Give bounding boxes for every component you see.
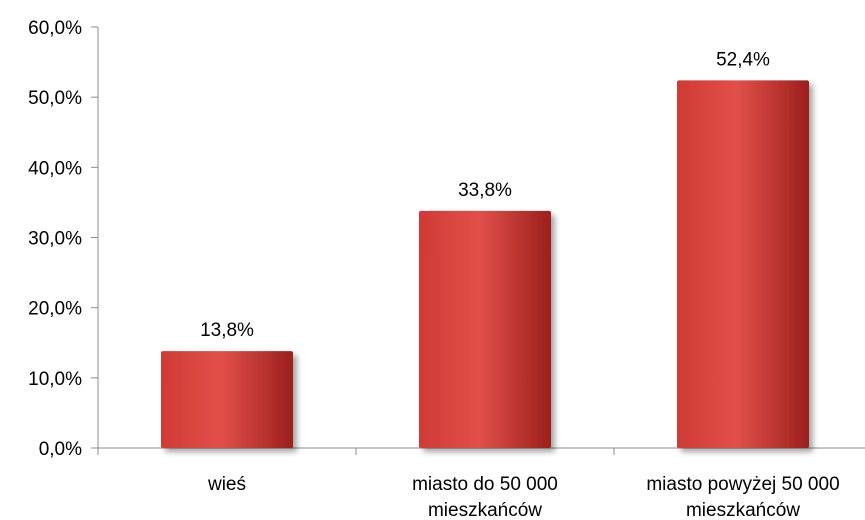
- y-tick-label: 50,0%: [28, 88, 82, 109]
- bar: [419, 210, 551, 448]
- bar: [677, 80, 809, 449]
- data-labels: 13,8% 33,8% 52,4%: [200, 49, 770, 341]
- bar-data-label: 52,4%: [716, 49, 770, 70]
- bar: [161, 351, 293, 448]
- x-category-label: miasto do 50 000 mieszkańców: [412, 474, 558, 520]
- y-tick-label: 10,0%: [28, 369, 82, 390]
- x-axis: wieś miasto do 50 000 mieszkańców miasto po…: [97, 447, 865, 520]
- y-tick-label: 40,0%: [28, 158, 82, 179]
- y-tick-label: 60,0%: [28, 18, 82, 39]
- x-category-label: miasto powyżej 50 000 mieszkańców: [646, 474, 839, 520]
- bar-data-label: 13,8%: [200, 320, 254, 341]
- y-axis: 0,0% 10,0% 20,0% 30,0% 40,0% 50,0% 60,0%: [28, 18, 99, 460]
- y-tick-label: 20,0%: [28, 299, 82, 320]
- y-tick-label: 30,0%: [28, 229, 82, 250]
- bar-data-label: 33,8%: [458, 180, 512, 201]
- y-tick-label: 0,0%: [39, 439, 82, 460]
- x-category-label: wieś: [207, 474, 246, 495]
- bar-series: [161, 80, 809, 449]
